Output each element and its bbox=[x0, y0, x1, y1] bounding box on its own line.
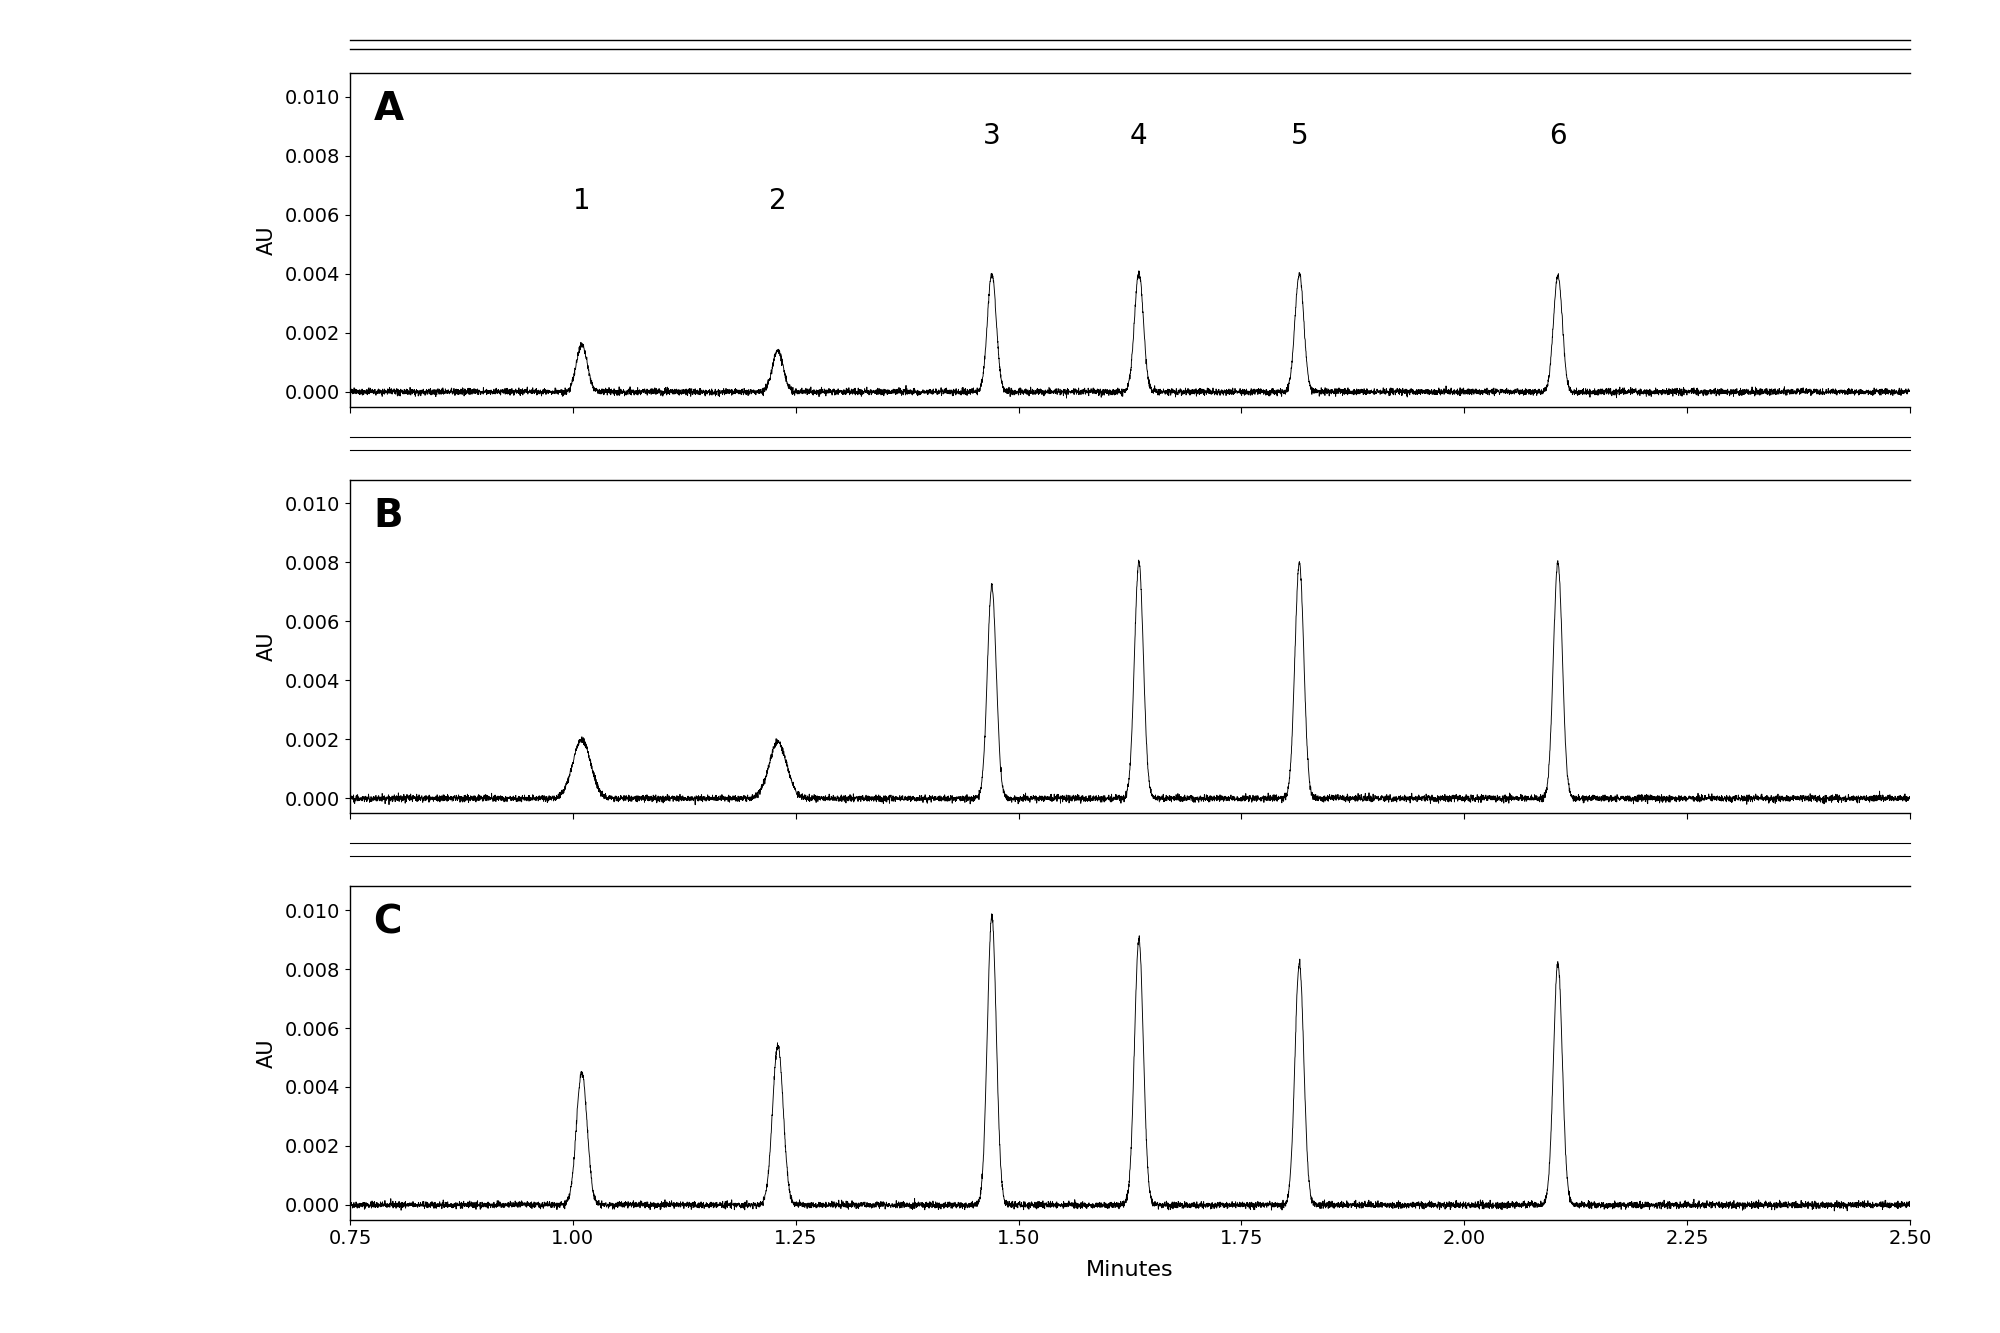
Text: 3: 3 bbox=[982, 123, 1000, 151]
Y-axis label: AU: AU bbox=[256, 225, 276, 255]
Text: 5: 5 bbox=[1290, 123, 1308, 151]
Text: B: B bbox=[374, 496, 404, 535]
Y-axis label: AU: AU bbox=[256, 632, 276, 661]
Y-axis label: AU: AU bbox=[256, 1038, 276, 1068]
Text: A: A bbox=[374, 89, 404, 128]
Text: 1: 1 bbox=[572, 187, 590, 215]
X-axis label: Minutes: Minutes bbox=[1086, 1260, 1174, 1280]
Text: 2: 2 bbox=[770, 187, 786, 215]
Text: 6: 6 bbox=[1550, 123, 1566, 151]
Text: 4: 4 bbox=[1130, 123, 1148, 151]
Text: C: C bbox=[374, 904, 402, 941]
